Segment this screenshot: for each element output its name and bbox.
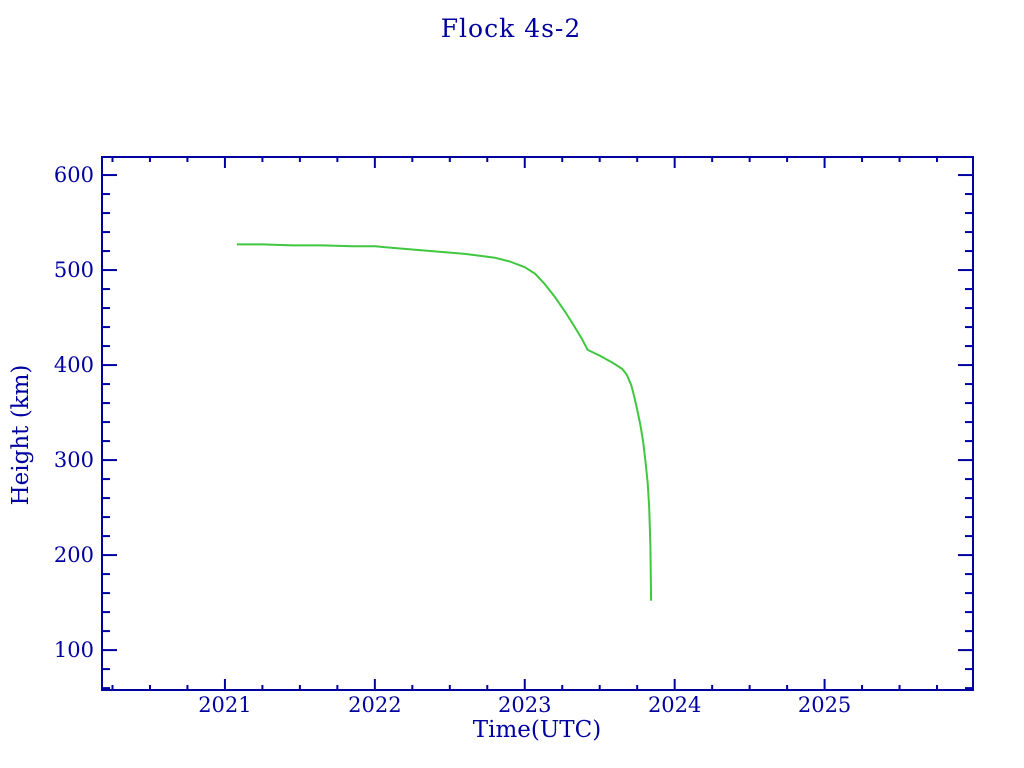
y-tick-label-200: 200: [54, 543, 94, 567]
y-tick-label-100: 100: [54, 638, 94, 662]
x-tick-label-2025: 2025: [798, 693, 851, 717]
y-tick-label-500: 500: [54, 258, 94, 282]
height-curve: [236, 243, 653, 601]
x-tick-label-2021: 2021: [198, 693, 251, 717]
y-tick-label-400: 400: [54, 353, 94, 377]
y-tick-label-600: 600: [54, 163, 94, 187]
x-tick-label-2023: 2023: [498, 693, 551, 717]
y-tick-label-300: 300: [54, 448, 94, 472]
x-tick-label-2022: 2022: [348, 693, 401, 717]
plot-border: [101, 156, 974, 691]
x-tick-label-2024: 2024: [648, 693, 701, 717]
x-axis-title: Time(UTC): [472, 717, 602, 743]
chart-title: Flock 4s-2: [440, 14, 582, 43]
